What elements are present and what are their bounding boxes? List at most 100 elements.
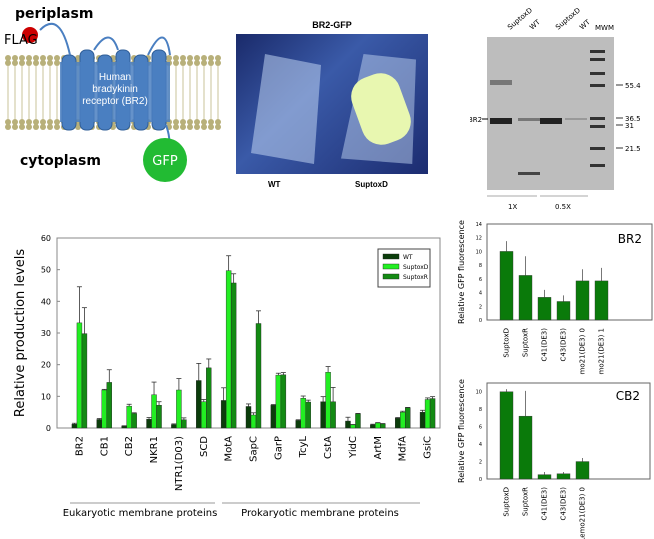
photo-title: BR2-GFP [312,20,352,30]
receptor-label: Human bradykinin receptor (BR2) [82,72,148,107]
bar-wt [345,420,351,429]
lipid-head [12,119,18,125]
bar-suptoxd [275,374,282,429]
marker-band [590,50,605,53]
lipid-head [187,124,193,130]
bar [575,461,590,480]
lipid-head [47,55,53,61]
lipid-head [201,55,207,61]
lipid-head [215,119,221,125]
loading-label: 0.5X [555,203,571,211]
y-axis-label: Relative GFP fluorescence [457,379,466,483]
bar-suptoxd [375,422,381,429]
category-label: SuptoxR [522,328,530,357]
category-label: SCD [199,436,210,457]
marker-band [590,147,605,150]
lipid-head [26,124,32,130]
category-label: Lemo21(DE3) 0 [579,487,587,539]
lipid-head [12,124,18,130]
lipid-head [208,119,214,125]
bar-suptoxr [81,333,88,429]
legend-swatch [382,273,400,280]
periplasm-label: periplasm [15,6,93,22]
gel-band [518,172,540,175]
chart-title: CB2 [616,389,640,403]
y-tick-label: 6 [479,425,482,431]
y-axis-label: Relative GFP fluorescence [457,220,466,324]
bar-suptoxr [181,419,187,429]
lipid-head [180,119,186,125]
marker-size-label: 21.5 [625,145,641,153]
category-label: C41(DE3) [541,328,549,362]
bar [556,473,571,480]
cytoplasm-label: cytoplasm [20,153,101,169]
marker-size-label: 55.4 [625,82,641,90]
y-tick-label: 40 [41,297,51,306]
bar [594,280,609,321]
y-tick-label: 10 [476,249,482,255]
lipid-head [47,119,53,125]
bar-suptoxr [405,407,411,429]
category-label: GarP [273,436,284,460]
bar-wt [320,401,326,429]
bar-suptoxd [400,411,406,429]
y-tick-label: 2 [479,304,482,310]
bar-suptoxr [280,374,287,429]
lipid-head [40,124,46,130]
bar [537,474,552,480]
lane-label: WT [578,18,592,32]
lipid-head [40,55,46,61]
legend-swatch [382,253,400,260]
lipid-head [173,124,179,130]
lane-label: SuptoxD [554,6,582,31]
y-tick-label: 6 [479,277,482,283]
bar [575,280,590,321]
lipid-head [47,60,53,66]
cb2-gfp-chart: 0 2 4 6 8 10 Relative GFP fluorescence CB2 Supto… [457,379,651,539]
flag-tag-icon [22,27,38,43]
lipid-head [208,60,214,66]
bar-suptoxr [429,398,436,429]
bar-suptoxd [101,389,108,429]
bar-wt [295,420,301,429]
lipid-head [194,124,200,130]
marker-band [590,125,605,128]
marker-band [590,164,605,167]
category-label: C43(DE3) [560,328,568,362]
y-tick-label: 4 [479,291,482,297]
br2-band-label: BR2 [470,116,482,124]
bar-suptoxr [380,423,386,429]
gel-band [490,80,512,85]
y-tick-label: 2 [479,460,482,466]
bar [499,391,514,480]
lipid-head [5,119,11,125]
lipid-head [215,124,221,130]
bar-wt [96,419,103,429]
bar-wt [395,417,401,429]
marker-band [590,72,605,75]
bar-suptoxd [250,414,257,429]
y-tick-label: 50 [41,266,51,275]
lipid-head [54,119,60,125]
chart-title: BR2 [618,232,642,246]
lane-label: WT [528,18,542,32]
lipid-head [194,119,200,125]
lipid-head [47,124,53,130]
bar-suptoxd [126,405,132,429]
gel-band [540,118,562,124]
y-tick-label: 30 [41,329,51,338]
category-label: YidC [348,436,359,459]
bar-wt [419,411,426,429]
flag-label: FLAG [4,33,38,48]
photo-wt-label: WT [268,180,281,189]
lipid-head [201,119,207,125]
lipid-head [19,55,25,61]
y-tick-label: 10 [41,392,51,401]
bar [499,251,514,321]
bar-suptoxd [300,398,306,429]
loading-label: 1X [508,203,517,211]
legend-label: WT [403,254,413,261]
lipid-head [187,55,193,61]
lipid-head [201,60,207,66]
category-label: GsiC [423,436,434,459]
